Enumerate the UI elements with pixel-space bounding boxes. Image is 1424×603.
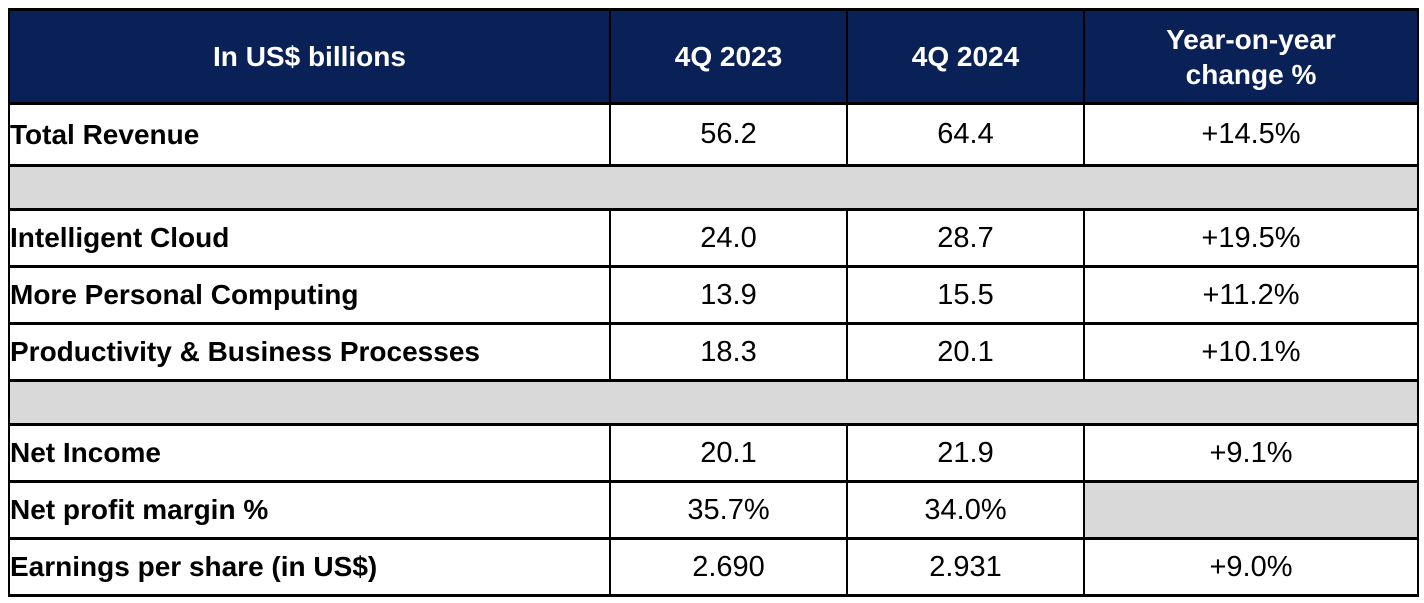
spacer-row bbox=[8, 379, 1419, 426]
spacer-band bbox=[8, 164, 1419, 211]
cell-yoy-change: +10.1% bbox=[1083, 322, 1419, 382]
row-earnings-per-share: Earnings per share (in US$) 2.690 2.931 … bbox=[8, 537, 1419, 597]
cell-q4-2023: 56.2 bbox=[609, 102, 848, 167]
row-more-personal-computing: More Personal Computing 13.9 15.5 +11.2% bbox=[8, 265, 1419, 325]
cell-q4-2024: 15.5 bbox=[846, 265, 1085, 325]
row-total-revenue: Total Revenue 56.2 64.4 +14.5% bbox=[8, 102, 1419, 167]
row-intelligent-cloud: Intelligent Cloud 24.0 28.7 +19.5% bbox=[8, 208, 1419, 268]
cell-yoy-change: +9.0% bbox=[1083, 537, 1419, 597]
header-cell-q4-2023: 4Q 2023 bbox=[609, 8, 848, 105]
row-net-income: Net Income 20.1 21.9 +9.1% bbox=[8, 423, 1419, 483]
row-label: Productivity & Business Processes bbox=[8, 322, 611, 382]
cell-q4-2023: 18.3 bbox=[609, 322, 848, 382]
row-label: Intelligent Cloud bbox=[8, 208, 611, 268]
cell-yoy-change-empty bbox=[1083, 480, 1419, 540]
row-label: Net Income bbox=[8, 423, 611, 483]
row-label: Net profit margin % bbox=[8, 480, 611, 540]
row-label: More Personal Computing bbox=[8, 265, 611, 325]
cell-yoy-change: +14.5% bbox=[1083, 102, 1419, 167]
cell-q4-2023: 20.1 bbox=[609, 423, 848, 483]
cell-q4-2024: 21.9 bbox=[846, 423, 1085, 483]
cell-yoy-change: +19.5% bbox=[1083, 208, 1419, 268]
row-productivity-business-processes: Productivity & Business Processes 18.3 2… bbox=[8, 322, 1419, 382]
cell-yoy-change: +11.2% bbox=[1083, 265, 1419, 325]
row-label: Earnings per share (in US$) bbox=[8, 537, 611, 597]
header-cell-q4-2024: 4Q 2024 bbox=[846, 8, 1085, 105]
row-label: Total Revenue bbox=[8, 102, 611, 167]
cell-q4-2024: 64.4 bbox=[846, 102, 1085, 167]
header-row: In US$ billions 4Q 2023 4Q 2024 Year-on-… bbox=[8, 8, 1419, 105]
cell-q4-2024: 20.1 bbox=[846, 322, 1085, 382]
cell-q4-2024: 28.7 bbox=[846, 208, 1085, 268]
cell-q4-2023: 2.690 bbox=[609, 537, 848, 597]
row-net-profit-margin: Net profit margin % 35.7% 34.0% bbox=[8, 480, 1419, 540]
spacer-row bbox=[8, 164, 1419, 211]
cell-yoy-change: +9.1% bbox=[1083, 423, 1419, 483]
cell-q4-2023: 35.7% bbox=[609, 480, 848, 540]
header-cell-yoy-change: Year-on-year change % bbox=[1083, 8, 1419, 105]
header-cell-metric: In US$ billions bbox=[8, 8, 611, 105]
financial-results-table: In US$ billions 4Q 2023 4Q 2024 Year-on-… bbox=[8, 8, 1419, 597]
cell-q4-2024: 2.931 bbox=[846, 537, 1085, 597]
spacer-band bbox=[8, 379, 1419, 426]
cell-q4-2023: 13.9 bbox=[609, 265, 848, 325]
cell-q4-2023: 24.0 bbox=[609, 208, 848, 268]
cell-q4-2024: 34.0% bbox=[846, 480, 1085, 540]
